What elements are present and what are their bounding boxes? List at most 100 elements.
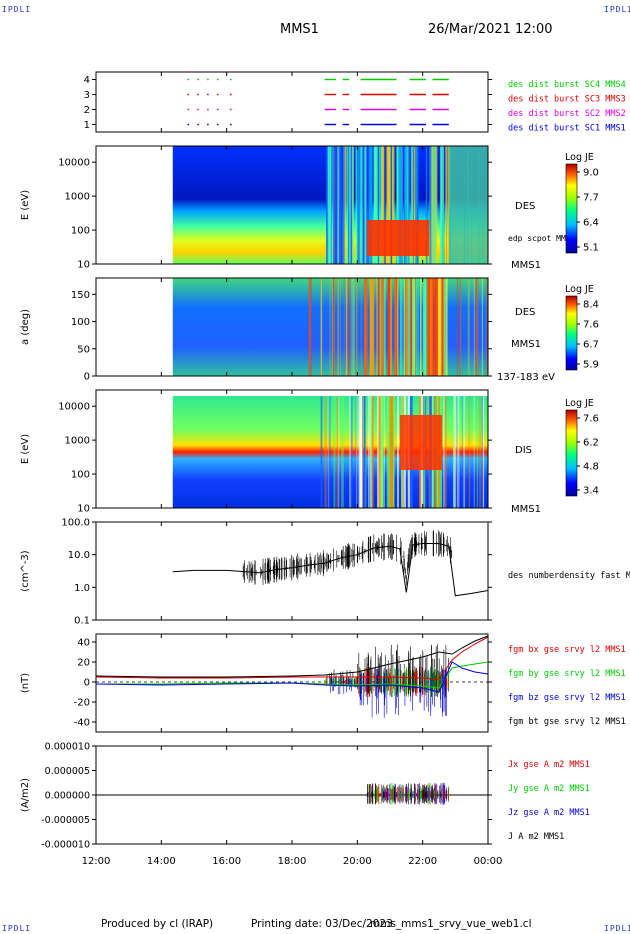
colorbar-tick-label: 7.6	[583, 320, 599, 331]
corner-label-top-left: IPDLI	[2, 5, 32, 14]
field-legend-entry: fgm bt gse srvy l2 MMS1	[508, 717, 626, 727]
colorbar-title: Log JE	[565, 284, 594, 295]
spectrogram-stripe	[445, 146, 447, 264]
des-pitch-tick-label: 0	[84, 372, 90, 383]
spectrogram-stripe	[344, 146, 347, 264]
spectrogram-stripe	[477, 278, 479, 376]
spectrogram-stripe	[389, 146, 393, 264]
field-series-line	[95, 661, 489, 693]
spectrogram-stripe	[349, 278, 351, 376]
dis-energy-tick-label: 10	[77, 504, 90, 515]
edp-scpot-label: edp scpot MMS1	[508, 234, 576, 243]
spectrogram-stripe	[447, 146, 450, 264]
dis-energy-panel: 10 100 1000 10000 E (eV)	[20, 389, 492, 515]
spectrogram-stripe	[381, 146, 383, 264]
field-series-line	[96, 661, 489, 689]
current-density-tick-label: 0.000005	[45, 766, 90, 777]
colorbar-tick-label: 9.0	[583, 168, 599, 179]
spectrogram-stripe	[389, 278, 393, 376]
magnetic-field-tick-label: 40	[77, 638, 90, 649]
spectrogram-stripe	[444, 396, 447, 508]
spectrogram-stripe	[378, 396, 381, 508]
spectrogram-stripe	[333, 146, 335, 264]
des-energy-tick-label: 10000	[58, 158, 90, 169]
des-energy-tick-label: 100	[71, 226, 90, 237]
spectrogram-stripe	[452, 396, 455, 508]
spectrogram-stripe	[362, 396, 364, 508]
spectrogram-stripe	[444, 396, 446, 508]
spectrogram-stripe	[308, 278, 310, 376]
current-density-axis-label: (A/m2)	[20, 778, 31, 812]
spectrogram-stripe	[463, 396, 466, 508]
spectrogram-stripe	[386, 396, 389, 508]
spectrogram-stripe	[429, 146, 432, 264]
spectrogram-stripe	[416, 278, 417, 376]
field-legend-entry: fgm bx gse srvy l2 MMS1	[508, 645, 626, 655]
spectrogram-stripe	[308, 278, 311, 376]
spectrogram-stripe	[382, 146, 384, 264]
spectrogram-stripe	[371, 278, 374, 376]
density-panel: 0.1 1.0 10.0 100.0 (cm^-3)	[20, 518, 492, 627]
des-energy-tick-label: 10	[77, 260, 90, 271]
spectrogram-stripe	[479, 396, 481, 508]
dis-energy-tick-label: 100	[71, 470, 90, 481]
spectrogram-stripe	[332, 278, 335, 376]
density-tick-label: 10.0	[68, 550, 90, 561]
colorbar-tick-label: 6.2	[583, 438, 599, 449]
spectrogram-stripe	[435, 146, 438, 264]
spectrogram-stripe	[404, 146, 407, 264]
spectrogram-stripe	[369, 146, 373, 264]
des-pitch-label: DES	[515, 307, 535, 318]
burst-panel: 1 2 3 4 des dist burst SC4 MMS4 des dist bur…	[84, 71, 626, 134]
spectrogram-stripe	[456, 396, 458, 508]
pitch-energy-range-label: 137-183 eV	[497, 372, 555, 383]
density-axis-label: (cm^-3)	[20, 550, 31, 591]
spectrogram-stripe	[366, 146, 369, 264]
spectrogram-stripe	[364, 396, 366, 508]
current-density-tick-label: 0.000000	[45, 791, 90, 802]
current-legend-entry: Jz gse A m2 MMS1	[508, 808, 590, 818]
spectrogram-stripe	[370, 396, 374, 508]
magnetic-field-tick-label: -20	[74, 698, 90, 709]
spectrogram-stripe	[343, 146, 345, 264]
spectrogram-stripe	[370, 278, 372, 376]
dis-mms-label: MMS1	[511, 504, 541, 515]
spectrogram-stripe	[444, 278, 446, 376]
spectrogram-stripe	[406, 278, 409, 376]
spectrogram-stripe	[435, 278, 439, 376]
time-axis-tick-label: 16:00	[212, 856, 241, 867]
spectrogram-stripe	[333, 278, 335, 376]
spectrogram-stripe	[350, 146, 353, 264]
spectrogram-stripe	[410, 146, 413, 264]
spectrogram-stripe	[373, 278, 375, 376]
spectrogram-stripe	[405, 146, 408, 264]
spectrogram-stripe	[329, 278, 331, 376]
current-legend-entry: J A m2 MMS1	[508, 832, 564, 842]
spectrogram-stripe	[360, 396, 363, 508]
des-energy-tail-region	[448, 146, 488, 264]
spectrogram-stripe	[440, 146, 444, 264]
spectrogram-stripe	[331, 278, 334, 376]
spectrogram-stripe	[351, 278, 354, 376]
spectrogram-stripe	[456, 278, 458, 376]
spectrogram-stripe	[376, 278, 378, 376]
spectrogram-stripe	[475, 278, 477, 376]
spectrogram-stripe	[482, 396, 485, 508]
spectrogram-stripe	[404, 278, 406, 376]
time-axis-tick-label: 14:00	[147, 856, 176, 867]
spectrogram-stripe	[429, 278, 431, 376]
spectrogram-stripe	[342, 396, 344, 508]
spectrogram-stripe	[337, 278, 339, 376]
spectrogram-stripe	[386, 146, 390, 264]
current-legend-entry: Jy gse A m2 MMS1	[508, 784, 590, 794]
spectrogram-stripe	[333, 396, 336, 508]
current-density-tick-label: 0.000010	[45, 742, 90, 753]
spectrogram-stripe	[473, 396, 475, 508]
spectrogram-stripe	[359, 146, 363, 264]
spectrogram-stripe	[333, 278, 335, 376]
spectrogram-stripe	[355, 278, 358, 376]
spectrogram-stripe	[326, 146, 329, 264]
spectrogram-stripe	[360, 278, 362, 376]
spectrogram-stripe	[381, 278, 385, 376]
